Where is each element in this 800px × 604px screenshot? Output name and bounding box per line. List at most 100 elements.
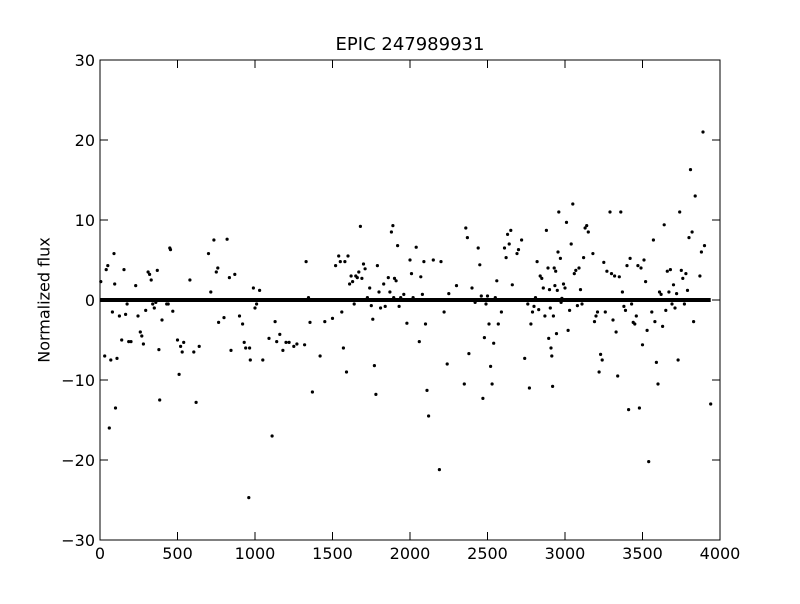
data-point xyxy=(547,336,551,340)
data-point xyxy=(679,268,683,272)
data-point xyxy=(606,298,611,302)
data-point xyxy=(489,364,493,368)
data-point xyxy=(636,264,640,268)
data-point xyxy=(365,296,369,300)
data-point xyxy=(188,278,192,282)
data-point xyxy=(640,343,645,347)
data-point xyxy=(270,434,274,438)
data-point xyxy=(154,300,158,304)
y-tick-label: −10 xyxy=(61,371,95,390)
data-point xyxy=(399,296,403,300)
data-point xyxy=(487,322,491,326)
data-point xyxy=(242,340,246,344)
data-point xyxy=(308,320,312,324)
data-point xyxy=(464,226,468,230)
data-point xyxy=(493,296,497,300)
data-point xyxy=(678,210,682,214)
data-point xyxy=(120,338,124,342)
data-point xyxy=(439,260,443,264)
data-point xyxy=(358,224,362,228)
data-point xyxy=(538,274,542,278)
data-point xyxy=(423,322,428,326)
data-point xyxy=(258,288,262,292)
data-point xyxy=(687,236,691,240)
data-point xyxy=(109,358,113,362)
data-point xyxy=(609,272,614,276)
data-point xyxy=(127,340,131,344)
data-point xyxy=(659,292,663,296)
data-point xyxy=(227,276,231,280)
data-point xyxy=(351,280,355,284)
data-point xyxy=(622,304,626,308)
data-point xyxy=(479,294,483,298)
data-point xyxy=(530,310,535,314)
data-point xyxy=(547,288,552,292)
data-point xyxy=(478,263,482,267)
data-point xyxy=(273,320,277,324)
data-point xyxy=(206,252,211,256)
data-point xyxy=(662,223,666,227)
data-point xyxy=(253,306,257,310)
data-point xyxy=(155,268,159,272)
data-point xyxy=(323,320,327,324)
x-tick-label: 3000 xyxy=(545,544,586,563)
data-point xyxy=(551,384,555,388)
data-point xyxy=(482,336,486,340)
data-point xyxy=(702,244,707,248)
data-point xyxy=(368,286,372,290)
data-point xyxy=(608,210,612,214)
data-point xyxy=(247,496,251,500)
x-tick-label: 2000 xyxy=(390,544,431,563)
data-point xyxy=(374,392,378,396)
data-point xyxy=(175,338,180,342)
data-point xyxy=(382,282,386,286)
data-point xyxy=(112,252,116,256)
data-point xyxy=(569,242,573,246)
data-point xyxy=(140,334,144,338)
data-point xyxy=(394,279,398,283)
data-point xyxy=(437,468,441,472)
data-point xyxy=(251,286,255,290)
data-point xyxy=(473,300,477,304)
data-point xyxy=(509,228,513,232)
data-point xyxy=(527,386,532,390)
data-point xyxy=(645,328,649,332)
data-point xyxy=(225,237,229,241)
data-point xyxy=(248,346,252,350)
data-point xyxy=(667,290,671,294)
data-point xyxy=(158,398,162,402)
data-point xyxy=(182,340,186,344)
data-point xyxy=(664,308,668,312)
data-point xyxy=(476,246,480,250)
data-point xyxy=(506,232,510,236)
data-point xyxy=(179,344,183,348)
data-point xyxy=(303,343,307,347)
data-point xyxy=(526,302,530,306)
data-point xyxy=(578,288,583,292)
data-point xyxy=(110,310,114,314)
data-point xyxy=(548,306,552,310)
data-point xyxy=(616,374,620,378)
data-point xyxy=(419,275,423,279)
data-point xyxy=(709,402,713,406)
data-point xyxy=(371,317,375,321)
data-point xyxy=(628,256,632,260)
data-point xyxy=(330,316,335,320)
data-point xyxy=(341,346,345,350)
data-point xyxy=(417,340,421,344)
data-point xyxy=(157,348,161,352)
data-point xyxy=(600,358,604,362)
data-point xyxy=(104,268,108,272)
data-point xyxy=(602,260,606,264)
data-point xyxy=(571,202,575,206)
data-point xyxy=(577,266,581,270)
data-point xyxy=(122,268,126,272)
data-point xyxy=(619,210,623,214)
data-point xyxy=(361,262,366,266)
data-point xyxy=(136,314,140,318)
data-point xyxy=(560,296,564,300)
data-point xyxy=(447,292,451,296)
data-point xyxy=(192,350,196,354)
data-point xyxy=(216,266,220,270)
